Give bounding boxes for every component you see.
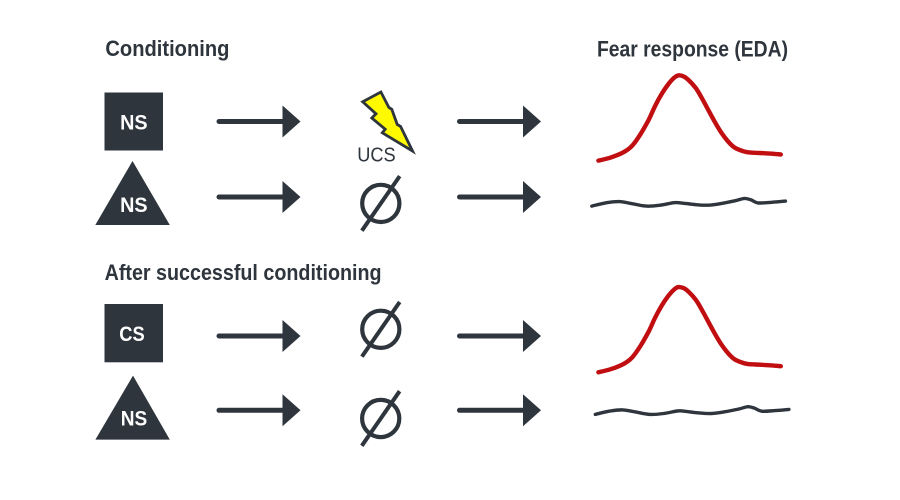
svg-text:NS: NS — [120, 110, 148, 134]
svg-text:Fear response (EDA): Fear response (EDA) — [597, 36, 788, 61]
svg-text:NS: NS — [120, 193, 148, 217]
svg-text:NS: NS — [121, 406, 148, 430]
svg-text:Conditioning: Conditioning — [105, 36, 229, 61]
svg-text:After successful conditioning: After successful conditioning — [105, 260, 382, 285]
svg-text:UCS: UCS — [357, 145, 395, 167]
svg-text:CS: CS — [119, 322, 145, 346]
